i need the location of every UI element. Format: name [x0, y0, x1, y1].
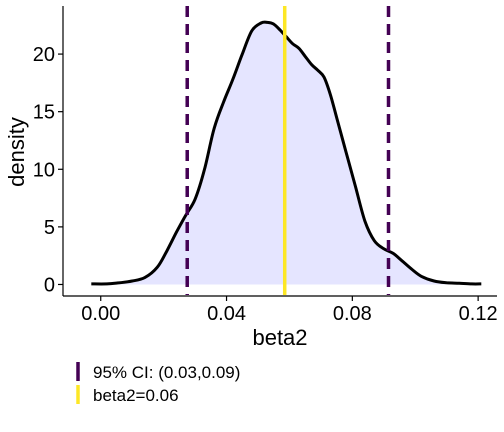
y-tick-label: 15 — [33, 102, 55, 124]
x-axis-title: beta2 — [252, 325, 307, 350]
x-tick-label: 0.04 — [207, 303, 246, 325]
x-ticks: 0.00 0.04 0.08 0.12 — [81, 296, 498, 325]
y-tick-label: 5 — [44, 217, 55, 239]
y-axis-title: density — [4, 117, 29, 187]
y-tick-label: 20 — [33, 44, 55, 66]
y-tick-label: 10 — [33, 159, 55, 181]
plot-area — [91, 6, 482, 295]
y-ticks: 0 5 10 15 20 — [33, 44, 63, 296]
x-tick-label: 0.12 — [459, 303, 498, 325]
y-tick-label: 0 — [44, 274, 55, 296]
legend-label-ci: 95% CI: (0.03,0.09) — [93, 363, 240, 382]
x-tick-label: 0.00 — [81, 303, 120, 325]
axes: 0.00 0.04 0.08 0.12 0 5 10 15 20 beta2 density — [4, 6, 498, 350]
density-curve — [91, 20, 482, 286]
legend: 95% CI: (0.03,0.09) beta2=0.06 — [76, 362, 240, 405]
x-tick-label: 0.08 — [333, 303, 372, 325]
legend-label-estimate: beta2=0.06 — [93, 386, 179, 405]
